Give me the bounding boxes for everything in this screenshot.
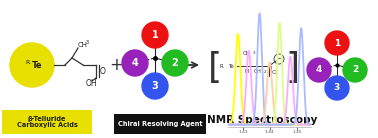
Text: 3: 3 (334, 83, 340, 92)
Text: Te: Te (32, 62, 42, 71)
Circle shape (142, 73, 168, 99)
Text: 1: 1 (334, 39, 340, 47)
Circle shape (122, 50, 148, 76)
Circle shape (142, 22, 168, 48)
Text: 3: 3 (152, 81, 158, 91)
Text: CH: CH (243, 51, 251, 56)
Text: 4: 4 (316, 66, 322, 75)
Text: ]: ] (285, 51, 299, 85)
Circle shape (325, 31, 349, 55)
Circle shape (325, 76, 349, 100)
Text: 4: 4 (132, 58, 138, 68)
Text: R.: R. (25, 60, 31, 66)
Circle shape (343, 58, 367, 82)
FancyBboxPatch shape (2, 110, 92, 134)
Text: R.: R. (220, 63, 225, 68)
Text: H: H (245, 69, 249, 74)
Text: 3: 3 (253, 51, 256, 55)
Text: β-Telluride
Carboxylic Acids: β-Telluride Carboxylic Acids (17, 116, 77, 128)
Text: O: O (272, 70, 277, 75)
FancyBboxPatch shape (114, 114, 206, 134)
Circle shape (10, 43, 54, 87)
Text: CH: CH (78, 42, 88, 48)
Text: 1: 1 (152, 30, 158, 40)
Text: 2: 2 (264, 70, 266, 74)
Text: 2: 2 (352, 66, 358, 75)
Text: NMR Spectroscopy: NMR Spectroscopy (207, 115, 317, 125)
Text: +: + (109, 56, 123, 74)
Text: CH: CH (254, 69, 262, 74)
Text: 3: 3 (86, 40, 89, 46)
Text: O: O (100, 67, 106, 76)
Circle shape (307, 58, 331, 82)
Text: [: [ (208, 51, 222, 85)
Text: −: − (276, 56, 282, 62)
Text: Te: Te (228, 63, 234, 68)
Text: 2: 2 (172, 58, 178, 68)
Circle shape (162, 50, 188, 76)
Text: OH: OH (85, 79, 97, 87)
Text: Chiral Resolving Agent: Chiral Resolving Agent (118, 121, 202, 127)
